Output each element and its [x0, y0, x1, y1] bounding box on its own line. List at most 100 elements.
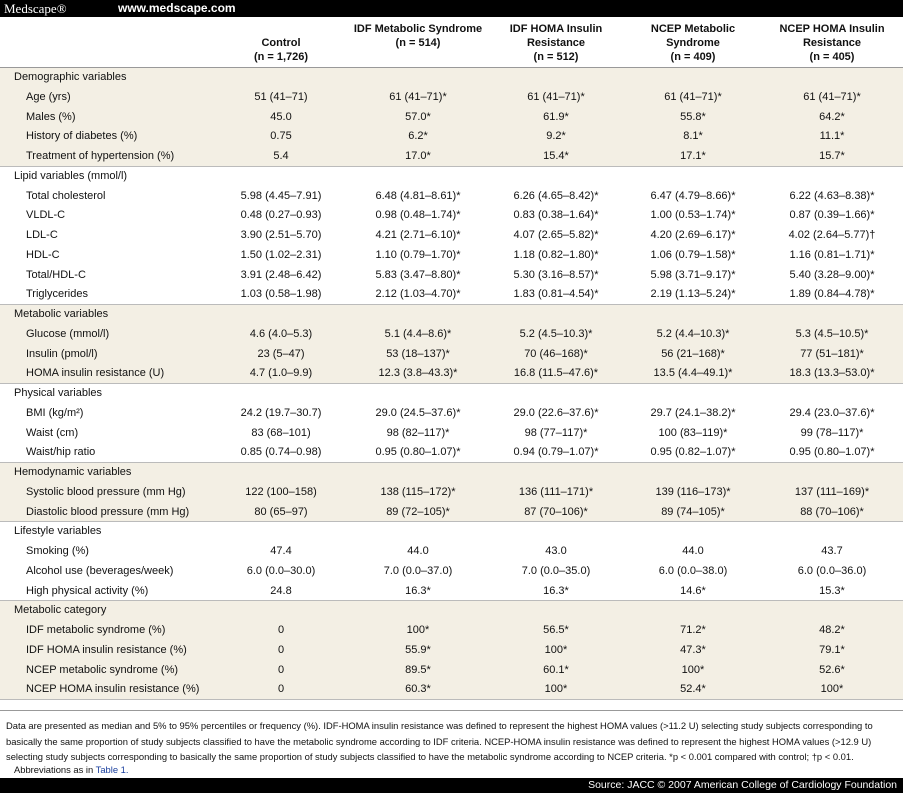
section-title: Lifestyle variables [14, 525, 102, 538]
cell: 100* [544, 643, 568, 656]
top-bar [0, 0, 903, 17]
cell: 100* [820, 683, 844, 696]
cell: 5.1 (4.4–8.6)* [384, 327, 452, 340]
cell: 29.0 (24.5–37.6)* [375, 406, 461, 419]
cell: 3.91 (2.48–6.42) [240, 268, 322, 281]
cell: 24.8 [270, 584, 292, 597]
cell: 5.40 (3.28–9.00)* [789, 268, 875, 281]
cell: 56.5* [543, 624, 569, 636]
cell: 0.98 (0.48–1.74)* [375, 209, 461, 222]
site-url: www.medscape.com [118, 1, 236, 15]
row-label: High physical activity (%) [26, 584, 149, 597]
cell: 7.0 (0.0–37.0) [383, 564, 453, 577]
abbreviations-text: Abbreviations as in [14, 764, 94, 775]
column-name: Control [261, 37, 301, 49]
section-rule [0, 699, 903, 700]
row-label: BMI (kg/m²) [26, 406, 84, 419]
column-name: IDF HOMA Insulin Resistance [509, 23, 603, 49]
header-rule [0, 67, 903, 68]
cell: 89 (72–105)* [386, 505, 450, 518]
cell: 4.02 (2.64–5.77)† [788, 229, 876, 241]
cell: 61 (41–71)* [389, 90, 447, 103]
cell: 5.4 [273, 150, 289, 162]
cell: 1.16 (0.81–1.71)* [789, 248, 875, 261]
cell: 56 (21–168)* [661, 347, 725, 360]
cell: 0 [277, 663, 285, 676]
cell: 4.7 (1.0–9.9) [249, 367, 313, 380]
cell: 0 [277, 683, 285, 696]
cell: 0.95 (0.82–1.07)* [650, 446, 736, 459]
cell: 71.2* [680, 624, 706, 636]
row-label: Smoking (%) [26, 545, 89, 557]
table-link[interactable]: Table 1. [95, 764, 129, 775]
cell: 45.0 [270, 110, 292, 123]
section-rule [0, 462, 903, 463]
logo: Medscape® [4, 1, 67, 16]
cell: 5.3 (4.5–10.5)* [795, 327, 869, 340]
cell: 1.06 (0.79–1.58)* [650, 248, 736, 261]
row-label: NCEP HOMA insulin resistance (%) [26, 683, 200, 696]
cell: 17.0* [405, 150, 431, 162]
cell: 15.7* [819, 150, 845, 162]
column-n: (n = 514) [395, 37, 441, 49]
cell: 137 (111–169)* [794, 485, 870, 498]
cell: 57.0* [405, 110, 431, 123]
cell: 0.75 [270, 130, 292, 143]
cell: 29.0 (22.6–37.6)* [513, 406, 599, 419]
section-title: Metabolic category [14, 604, 107, 617]
cell: 139 (116–173)* [655, 485, 731, 498]
cell: 60.3* [405, 683, 431, 696]
row-label: Treatment of hypertension (%) [26, 150, 175, 162]
cell: 98 (82–117)* [386, 426, 450, 439]
cell: 4.07 (2.65–5.82)* [513, 229, 599, 241]
cell: 6.0 (0.0–38.0) [658, 564, 728, 577]
cell: 100* [544, 683, 568, 696]
cell: 64.2* [819, 110, 845, 123]
cell: 138 (115–172)* [380, 485, 456, 498]
cell: 55.9* [405, 643, 431, 656]
row-label: Males (%) [26, 110, 76, 123]
cell: 52.4* [680, 683, 706, 696]
cell: 16.8 (11.5–47.6)* [513, 367, 599, 380]
footnote: Data are presented as median and 5% to 9… [6, 720, 873, 762]
row-label: Triglycerides [26, 288, 88, 301]
cell: 98 (77–117)* [524, 426, 588, 439]
column-header: IDF HOMA Insulin Resistance (n = 512) [488, 22, 624, 64]
cell: 87 (70–106)* [524, 505, 588, 518]
row-label: Waist (cm) [26, 426, 79, 439]
cell: 0.94 (0.79–1.07)* [513, 446, 599, 459]
cell: 44.0 [682, 545, 704, 557]
cell: 16.3* [543, 584, 569, 597]
column-n: (n = 512) [533, 51, 579, 63]
cell: 4.21 (2.71–6.10)* [375, 229, 461, 241]
cell: 0.95 (0.80–1.07)* [789, 446, 875, 459]
section-band [0, 166, 903, 305]
cell: 70 (46–168)* [524, 347, 588, 360]
cell: 136 (111–171)* [518, 485, 594, 498]
cell: 100* [681, 663, 705, 676]
cell: 88 (70–106)* [800, 505, 864, 518]
cell: 2.19 (1.13–5.24)* [650, 288, 736, 301]
section-band [0, 68, 903, 167]
section-title: Demographic variables [14, 71, 127, 83]
row-label: Alcohol use (beverages/week) [26, 564, 174, 577]
cell: 0 [277, 624, 285, 636]
row-label: LDL-C [26, 229, 58, 241]
source: Source: JACC © 2007 American College of … [588, 779, 897, 791]
row-label: Age (yrs) [26, 90, 71, 103]
cell: 5.2 (4.5–10.3)* [519, 327, 593, 340]
cell: 0.87 (0.39–1.66)* [789, 209, 875, 222]
column-name: IDF Metabolic Syndrome [353, 23, 483, 35]
cell: 55.8* [680, 110, 706, 123]
cell: 5.2 (4.4–10.3)* [656, 327, 730, 340]
column-name: NCEP HOMA Insulin Resistance [779, 23, 885, 49]
cell: 0.85 (0.74–0.98) [240, 446, 322, 459]
section-title: Hemodynamic variables [14, 466, 132, 478]
section-band [0, 384, 903, 463]
cell: 61.9* [543, 110, 569, 123]
row-label: Diastolic blood pressure (mm Hg) [26, 505, 190, 518]
section-title: Metabolic variables [14, 308, 109, 320]
section-rule [0, 304, 903, 305]
row-label: NCEP metabolic syndrome (%) [26, 663, 179, 676]
